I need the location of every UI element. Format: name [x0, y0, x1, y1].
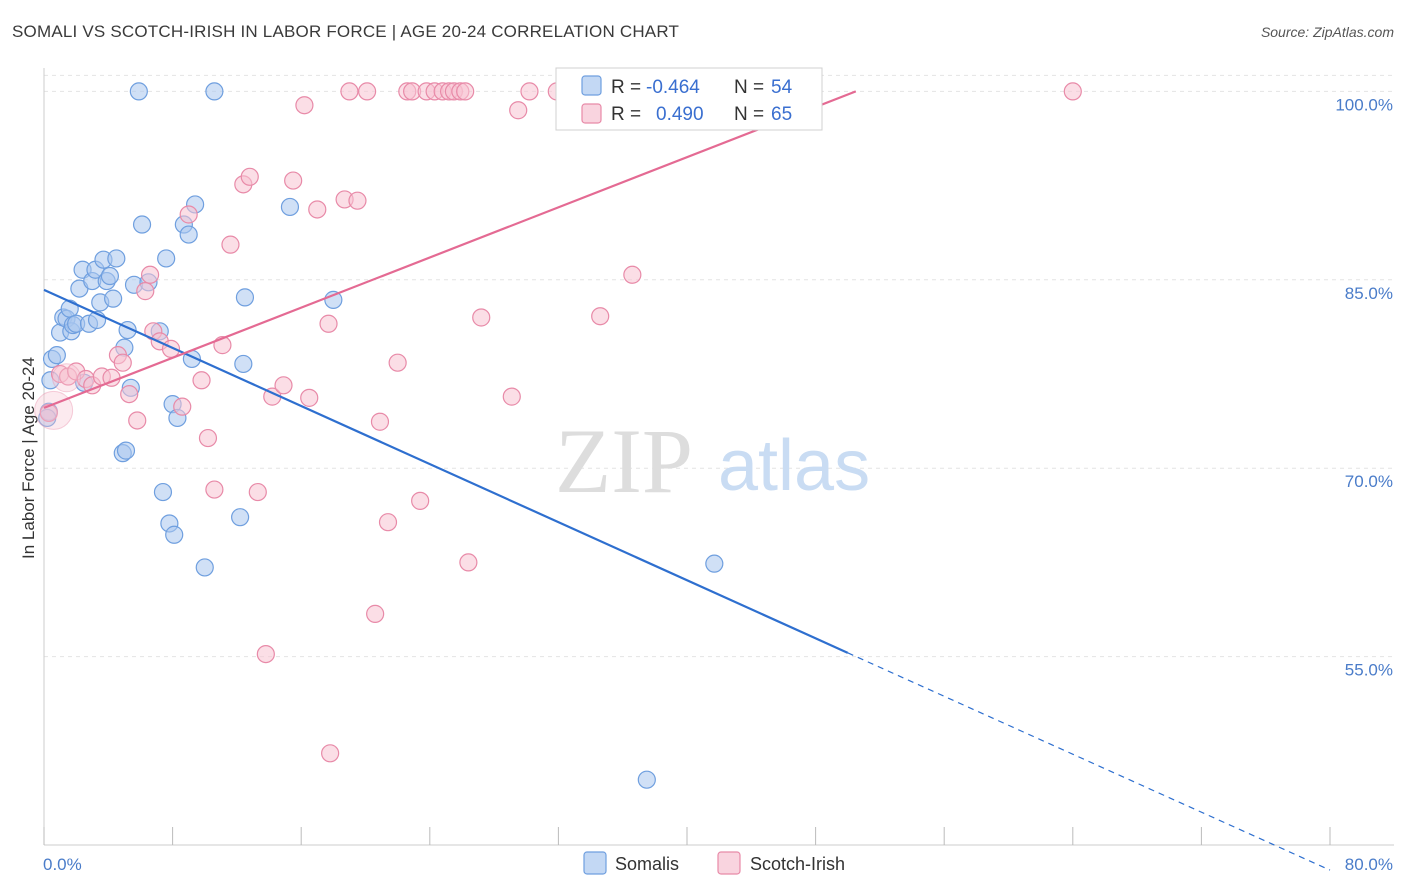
- trend-line-somalis: [43, 288, 849, 654]
- legend: R = -0.464 N = 54 R = 0.490 N = 65: [555, 67, 823, 131]
- axes: [43, 68, 1394, 846]
- legend-r-label-scotch-irish: R =: [611, 104, 641, 125]
- x-tick-label: 80.0%: [1345, 855, 1393, 874]
- point-scotch-irish-cluster: [52, 363, 82, 393]
- point-somalis: [129, 82, 148, 101]
- point-scotch-irish: [140, 265, 160, 284]
- point-scotch-irish: [502, 387, 521, 406]
- point-scotch-irish: [248, 482, 267, 502]
- point-scotch-irish: [340, 82, 359, 101]
- legend-swatch-somalis: [581, 75, 602, 96]
- point-scotch-irish: [520, 82, 539, 101]
- point-scotch-irish: [274, 376, 293, 395]
- y-tick-label: 100.0%: [1335, 95, 1393, 114]
- legend-n-label-somalis: N =: [734, 77, 764, 98]
- point-scotch-irish: [358, 82, 377, 101]
- point-somalis: [47, 346, 66, 365]
- point-scotch-irish: [308, 200, 327, 219]
- legend-r-value-scotch-irish: 0.490: [656, 104, 704, 125]
- point-somalis: [234, 354, 253, 374]
- point-somalis: [60, 299, 79, 318]
- point-scotch-irish: [319, 314, 338, 333]
- point-scotch-irish: [256, 644, 275, 664]
- point-scotch-irish: [378, 513, 398, 532]
- point-scotch-irish: [198, 428, 218, 448]
- y-tick-label: 85.0%: [1345, 284, 1393, 303]
- point-somalis: [153, 482, 173, 502]
- point-scotch-irish: [173, 397, 192, 416]
- y-tick-label: 70.0%: [1345, 472, 1393, 491]
- x-tick-label: 0.0%: [43, 855, 82, 874]
- point-somalis: [116, 441, 136, 460]
- legend-r-label-somalis: R =: [611, 77, 641, 98]
- legend-swatch-scotch-irish: [581, 103, 602, 124]
- bottom-legend-label-scotch-irish: Scotch-Irish: [750, 854, 845, 874]
- point-somalis: [205, 82, 224, 101]
- point-scotch-irish: [456, 82, 475, 101]
- point-somalis: [231, 508, 250, 527]
- trend-line-scotch-irish: [43, 90, 857, 409]
- legend-n-label-scotch-irish: N =: [734, 104, 764, 125]
- legend-n-value-somalis: 54: [771, 77, 793, 98]
- point-somalis: [100, 266, 120, 286]
- watermark-zip: ZIP: [555, 410, 693, 512]
- point-scotch-irish: [295, 96, 314, 115]
- point-scotch-irish: [366, 604, 385, 623]
- point-scotch-irish: [205, 480, 224, 499]
- bottom-legend-label-somalis: Somalis: [615, 854, 679, 874]
- legend-r-value-somalis: -0.464: [646, 77, 700, 98]
- point-scotch-irish: [221, 235, 240, 254]
- y-tick-label: 55.0%: [1345, 661, 1393, 680]
- point-somalis: [132, 215, 152, 234]
- point-somalis: [165, 525, 184, 544]
- legend-n-value-scotch-irish: 65: [771, 104, 792, 125]
- watermark: ZIP atlas: [555, 410, 870, 512]
- point-scotch-irish: [591, 307, 610, 326]
- point-scotch-irish-cluster: [34, 390, 74, 430]
- point-scotch-irish: [509, 101, 528, 120]
- point-somalis: [179, 225, 198, 244]
- bottom-legend: Somalis Scotch-Irish: [583, 851, 845, 875]
- point-somalis: [195, 558, 214, 577]
- watermark-atlas: atlas: [718, 426, 870, 506]
- point-scotch-irish: [240, 167, 259, 186]
- tick-labels: 55.0% 70.0% 85.0% 100.0% 0.0% 80.0%: [43, 95, 1393, 874]
- point-scotch-irish: [411, 491, 430, 510]
- point-scotch-irish: [1063, 82, 1082, 101]
- point-scotch-irish: [472, 308, 491, 327]
- source-label: Source: ZipAtlas.com: [1260, 24, 1394, 40]
- point-scotch-irish: [459, 553, 478, 572]
- point-somalis: [280, 197, 300, 217]
- chart-title: SOMALI VS SCOTCH-IRISH IN LABOR FORCE | …: [12, 22, 680, 41]
- point-scotch-irish: [370, 412, 390, 431]
- point-somalis: [107, 249, 126, 268]
- point-scotch-irish: [284, 171, 303, 190]
- data-points: [34, 82, 1082, 789]
- point-scotch-irish: [300, 388, 319, 407]
- point-somalis: [157, 249, 176, 268]
- point-scotch-irish: [120, 384, 139, 404]
- point-somalis: [637, 770, 656, 789]
- point-scotch-irish: [321, 744, 340, 763]
- point-scotch-irish: [136, 282, 155, 301]
- bottom-legend-swatch-scotch-irish: [717, 851, 741, 875]
- point-scotch-irish: [113, 353, 132, 372]
- point-somalis: [235, 288, 255, 307]
- point-somalis: [705, 554, 724, 573]
- point-scotch-irish: [128, 411, 147, 430]
- point-scotch-irish: [192, 371, 211, 390]
- point-scotch-irish: [623, 265, 642, 284]
- point-scotch-irish: [348, 191, 367, 210]
- point-scotch-irish: [388, 353, 407, 372]
- bottom-legend-swatch-somalis: [583, 851, 607, 875]
- trend-lines: [43, 90, 1331, 871]
- point-scotch-irish: [179, 205, 198, 224]
- y-axis-label: In Labor Force | Age 20-24: [19, 357, 38, 559]
- trend-line-somalis-extension: [847, 652, 1331, 871]
- point-somalis: [104, 289, 123, 308]
